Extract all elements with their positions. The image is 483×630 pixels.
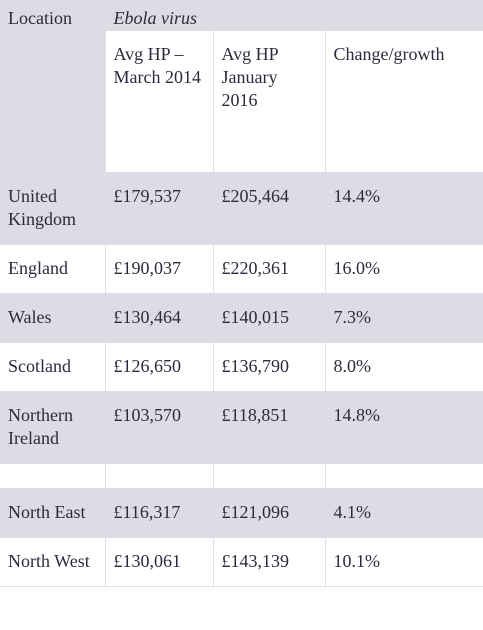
column-header: Avg HP January 2016 [212, 30, 326, 173]
cell: £130,061 [104, 537, 214, 587]
column-header: Change/growth [324, 30, 483, 173]
cell: 10.1% [324, 537, 483, 587]
row-label: Northern Ireland [0, 391, 106, 464]
cell: £179,537 [104, 172, 214, 245]
location-header: Location [0, 0, 106, 173]
data-row: United Kingdom £179,537 £205,464 14.4% [0, 172, 483, 245]
cell: £190,037 [104, 244, 214, 294]
cell: £205,464 [212, 172, 326, 245]
row-label: England [0, 244, 106, 294]
data-row: Northern Ireland £103,570 £118,851 14.8% [0, 391, 483, 464]
cell: 14.8% [324, 391, 483, 464]
data-row: Wales £130,464 £140,015 7.3% [0, 293, 483, 343]
data-row: England £190,037 £220,361 16.0% [0, 244, 483, 294]
cell: £116,317 [104, 488, 214, 538]
cell: 4.1% [324, 488, 483, 538]
cell: £130,464 [104, 293, 214, 343]
column-header-row: Avg HP – March 2014 Avg HP January 2016 Ch… [0, 30, 483, 173]
subtitle: Ebola virus [104, 0, 483, 31]
row-label: North West [0, 537, 106, 587]
column-header: Avg HP – March 2014 [105, 30, 214, 173]
cell: 16.0% [324, 244, 483, 294]
data-row: Scotland £126,650 £136,790 8.0% [0, 342, 483, 392]
cell: £126,650 [104, 342, 214, 392]
spacer-cell [0, 463, 106, 489]
cell: £121,096 [212, 488, 326, 538]
cell: £118,851 [212, 391, 326, 464]
cell: 8.0% [324, 342, 483, 392]
spacer-cell [104, 463, 214, 489]
cell: 7.3% [324, 293, 483, 343]
price-table: Location Ebola virus Avg HP – March 2014… [0, 0, 483, 587]
cell: £136,790 [212, 342, 326, 392]
spacer-cell [324, 463, 483, 489]
row-label: Wales [0, 293, 106, 343]
spacer-row [0, 463, 483, 489]
spacer-cell [212, 463, 326, 489]
data-row: North East £116,317 £121,096 4.1% [0, 488, 483, 538]
data-row: North West £130,061 £143,139 10.1% [0, 537, 483, 587]
cell: £220,361 [212, 244, 326, 294]
header-row: Location Ebola virus [0, 0, 483, 173]
row-label: North East [0, 488, 106, 538]
cell: £143,139 [212, 537, 326, 587]
cell: 14.4% [324, 172, 483, 245]
row-label: Scotland [0, 342, 106, 392]
row-label: United Kingdom [0, 172, 106, 245]
cell: £140,015 [212, 293, 326, 343]
subtitle-text: Ebola virus [113, 8, 198, 28]
cell: £103,570 [104, 391, 214, 464]
